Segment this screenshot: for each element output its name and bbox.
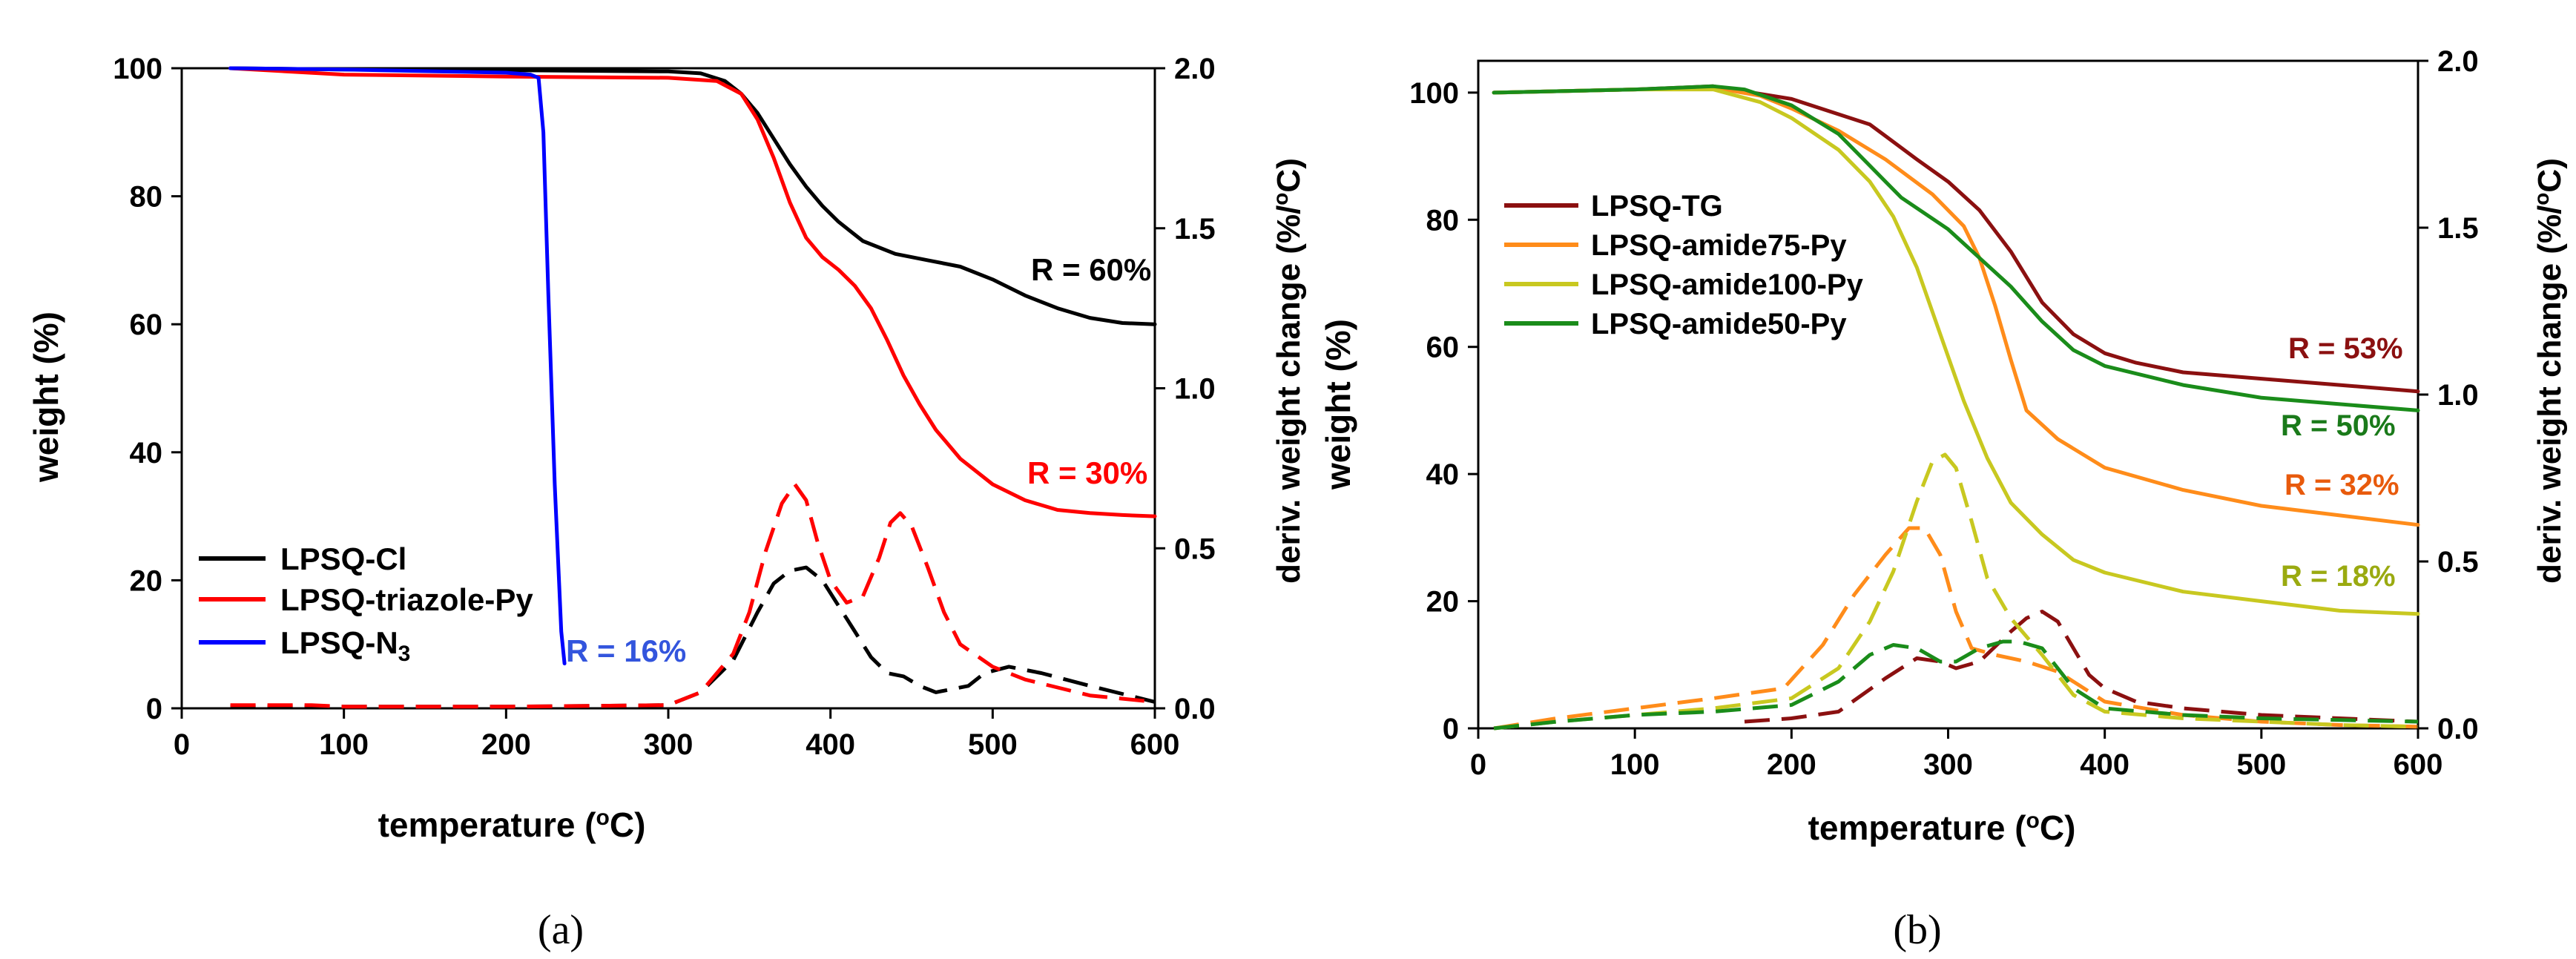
panel-a-x-axis-title: temperature (oC) xyxy=(378,805,646,844)
y2-tick-label: 0.0 xyxy=(2437,713,2479,745)
series-line-lpsq-amide75-py-dtg xyxy=(1493,526,2419,731)
y2-tick-label: 1.5 xyxy=(1174,213,1216,245)
x-tick-label: 200 xyxy=(481,728,531,761)
y-tick-label: 100 xyxy=(113,53,162,85)
y2-tick-label: 1.5 xyxy=(2437,212,2479,245)
caption-a: (a) xyxy=(538,907,584,953)
panel-b-y2-axis-title: deriv. weight change (%/oC) xyxy=(2530,158,2568,584)
series-line-lpsq-amide50-py-dtg xyxy=(1493,639,2419,731)
x-tick-label: 300 xyxy=(644,728,694,761)
annotation-r-18: R = 18% xyxy=(2281,560,2396,593)
y-tick-label: 20 xyxy=(130,564,163,597)
panel-a-legend: LPSQ-Cl LPSQ-triazole-Py LPSQ-N3 xyxy=(199,541,533,666)
x-tick-label: 100 xyxy=(1610,748,1660,781)
panel-b-ticks: 0 100 200 300 400 500 600 0 20 40 60 80 100 0.0 0.5 1.0… xyxy=(1409,45,2478,781)
legend-label-lpsq-amide50-py: LPSQ-amide50-Py xyxy=(1591,308,1847,340)
y-tick-label: 100 xyxy=(1409,77,1459,110)
panel-a-y2-axis-title: deriv. weight change (%/oC) xyxy=(1269,158,1307,584)
series-line-lpsq-n3 xyxy=(228,66,567,666)
plot-frame xyxy=(1477,59,2419,730)
panel-b-y-axis-title: weight (%) xyxy=(1319,319,1357,490)
y-tick-label: 40 xyxy=(130,437,163,469)
y2-tick-label: 1.0 xyxy=(1174,373,1216,406)
series-line-lpsq-cl-dtg xyxy=(230,565,1156,709)
caption-b: (b) xyxy=(1893,907,1941,953)
y2-tick-label: 2.0 xyxy=(1174,53,1216,85)
y-tick-label: 0 xyxy=(1443,713,1459,745)
legend-label-lpsq-cl: LPSQ-Cl xyxy=(280,541,406,576)
y-tick-label: 0 xyxy=(146,693,162,725)
x-tick-label: 0 xyxy=(174,728,190,761)
y2-tick-label: 1.0 xyxy=(2437,379,2479,412)
annotation-r-50: R = 50% xyxy=(2281,409,2396,442)
x-tick-label: 600 xyxy=(1130,728,1180,761)
x-tick-label: 100 xyxy=(319,728,369,761)
y2-tick-label: 0.5 xyxy=(2437,546,2479,579)
series-line-lpsq-amide75-py xyxy=(1492,85,2420,527)
x-tick-label: 500 xyxy=(968,728,1018,761)
series-line-lpsq-triazole-py-dtg xyxy=(230,482,1156,709)
legend-label-lpsq-amide75-py: LPSQ-amide75-Py xyxy=(1591,229,1847,262)
legend-label-lpsq-triazole-py: LPSQ-triazole-Py xyxy=(280,582,533,617)
x-tick-label: 400 xyxy=(2080,748,2129,781)
series-line-lpsq-cl xyxy=(228,66,1157,326)
x-tick-label: 300 xyxy=(1923,748,1973,781)
panel-b-legend: LPSQ-TG LPSQ-amide75-Py LPSQ-amide100-Py… xyxy=(1504,190,1864,340)
annotation-r-53: R = 53% xyxy=(2288,332,2403,365)
legend-label-lpsq-n3: LPSQ-N3 xyxy=(280,625,410,666)
y-tick-label: 60 xyxy=(1426,332,1460,364)
y2-tick-label: 2.0 xyxy=(2437,45,2479,78)
y-tick-label: 40 xyxy=(1426,458,1460,491)
legend-label-lpsq-amide100-py: LPSQ-amide100-Py xyxy=(1591,268,1864,301)
annotation-r-60: R = 60% xyxy=(1031,252,1151,287)
x-tick-label: 400 xyxy=(806,728,855,761)
panel-a-chart: 0 100 200 300 400 500 600 0 20 40 60 80 100 0.0 0.5 1.0… xyxy=(27,53,1307,844)
panel-b-axes xyxy=(1477,59,2419,730)
x-tick-label: 500 xyxy=(2236,748,2286,781)
panel-b-series xyxy=(1492,84,2420,731)
x-tick-label: 0 xyxy=(1470,748,1486,781)
y-tick-label: 80 xyxy=(1426,204,1460,237)
annotation-r-30: R = 30% xyxy=(1027,455,1147,490)
panel-b-chart: 0 100 200 300 400 500 600 0 20 40 60 80 100 0.0 0.5 1.0… xyxy=(1319,45,2568,847)
series-line-lpsq-tg-dtg xyxy=(1744,610,2419,724)
annotation-r-32: R = 32% xyxy=(2285,469,2399,501)
y2-tick-label: 0.5 xyxy=(1174,533,1216,565)
panel-b-x-axis-title: temperature (oC) xyxy=(1808,808,2076,847)
y-tick-label: 20 xyxy=(1426,586,1460,619)
x-tick-label: 600 xyxy=(2394,748,2443,781)
x-tick-label: 200 xyxy=(1767,748,1816,781)
y-tick-label: 80 xyxy=(130,181,163,214)
legend-label-lpsq-tg: LPSQ-TG xyxy=(1591,190,1723,223)
panel-a-ticks: 0 100 200 300 400 500 600 0 20 40 60 80 100 0.0 0.5 1.0… xyxy=(113,53,1215,761)
panel-a-y-axis-title: weight (%) xyxy=(27,312,65,483)
y-tick-label: 60 xyxy=(130,309,163,341)
panel-a-series xyxy=(228,66,1157,709)
series-line-lpsq-amide100-py xyxy=(1492,88,2420,616)
series-line-lpsq-amide100-py-dtg xyxy=(1493,452,2419,731)
annotation-r-16: R = 16% xyxy=(566,633,686,668)
y2-tick-label: 0.0 xyxy=(1174,693,1216,725)
series-line-lpsq-amide50-py xyxy=(1492,84,2420,412)
series-line-lpsq-triazole-py xyxy=(228,66,1157,518)
